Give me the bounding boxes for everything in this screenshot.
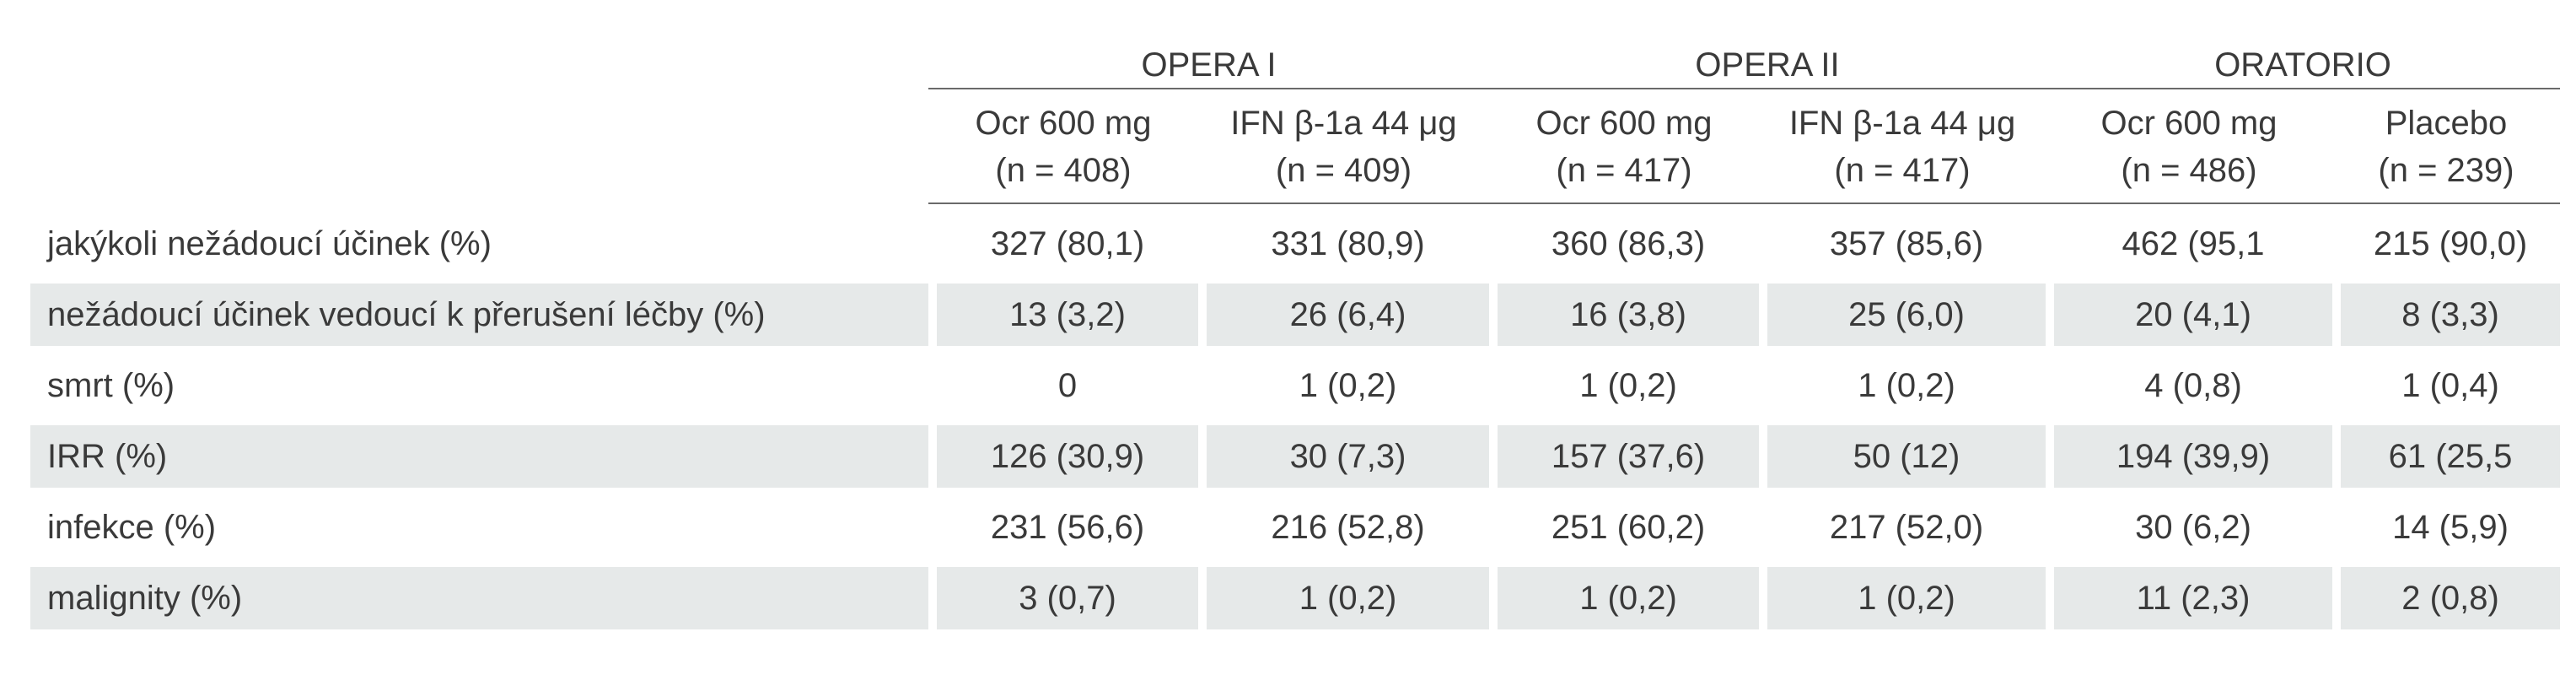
- column-header-name: Ocr 600 mg: [975, 105, 1152, 142]
- table-cell: 11 (2,3): [2046, 567, 2333, 629]
- table-cell: 251 (60,2): [1489, 496, 1759, 559]
- table-cell: 462 (95,1: [2046, 213, 2332, 275]
- table-cell: 1 (0,2): [1759, 567, 2046, 629]
- table-cell: 1 (0,2): [1759, 354, 2046, 417]
- table-cell: 1 (0,2): [1489, 567, 1759, 629]
- column-header-n: (n = 486): [2121, 152, 2257, 189]
- table-cell: 30 (6,2): [2046, 496, 2332, 559]
- table-cell: 30 (7,3): [1198, 425, 1489, 488]
- table-cell: 1 (0,4): [2332, 354, 2560, 417]
- column-header-n: (n = 239): [2378, 152, 2514, 189]
- table-cell: 1 (0,2): [1198, 567, 1489, 629]
- row-label: smrt (%): [47, 366, 175, 404]
- column-header: Placebo (n = 239): [2332, 98, 2561, 204]
- table-row: nežádoucí účinek vedoucí k přerušení léč…: [30, 284, 2561, 346]
- corner-cell: [30, 98, 928, 204]
- row-label: malignity (%): [30, 567, 928, 629]
- row-label: jakýkoli nežádoucí účinek (%): [47, 224, 492, 262]
- group-header-opera-2: OPERA II: [1489, 40, 2046, 89]
- table-cell: 216 (52,8): [1198, 496, 1489, 559]
- row-label: IRR (%): [30, 425, 928, 488]
- table-cell: 194 (39,9): [2046, 425, 2333, 488]
- table-cell: 1 (0,2): [1489, 354, 1759, 417]
- table-cell: 157 (37,6): [1489, 425, 1759, 488]
- table-cell: 327 (80,1): [928, 213, 1198, 275]
- table-cell: 217 (52,0): [1759, 496, 2046, 559]
- table-cell: 331 (80,9): [1198, 213, 1489, 275]
- table-cell: 360 (86,3): [1489, 213, 1759, 275]
- table-row: jakýkoli nežádoucí účinek (%) 327 (80,1)…: [30, 213, 2560, 275]
- table-cell: 215 (90,0): [2332, 213, 2560, 275]
- column-header-n: (n = 409): [1275, 152, 1412, 189]
- column-header: IFN β-1a 44 μg (n = 417): [1759, 98, 2046, 204]
- table-cell: 1 (0,2): [1198, 354, 1489, 417]
- adverse-events-table: OPERA I OPERA II ORATORIO Ocr 600 mg (n …: [30, 32, 2561, 638]
- column-header-name: Ocr 600 mg: [1535, 105, 1713, 142]
- table-row: malignity (%) 3 (0,7) 1 (0,2) 1 (0,2) 1 …: [30, 567, 2561, 629]
- table-cell: 231 (56,6): [928, 496, 1198, 559]
- table-cell: 357 (85,6): [1759, 213, 2046, 275]
- corner-cell: [30, 40, 928, 89]
- column-header-n: (n = 417): [1556, 152, 1692, 189]
- column-header: Ocr 600 mg (n = 417): [1489, 98, 1759, 204]
- column-header: Ocr 600 mg (n = 408): [928, 98, 1198, 204]
- column-header-n: (n = 408): [995, 152, 1132, 189]
- column-header-name: IFN β-1a 44 μg: [1230, 105, 1457, 142]
- group-header-oratorio: ORATORIO: [2046, 40, 2561, 89]
- column-header: IFN β-1a 44 μg (n = 409): [1198, 98, 1489, 204]
- row-label: nežádoucí účinek vedoucí k přerušení léč…: [30, 284, 928, 346]
- table-cell: 14 (5,9): [2332, 496, 2560, 559]
- column-header-name: IFN β-1a 44 μg: [1788, 105, 2016, 142]
- table-cell: 4 (0,8): [2046, 354, 2332, 417]
- table-cell: 13 (3,2): [928, 284, 1198, 346]
- table-cell: 126 (30,9): [928, 425, 1198, 488]
- table-cell: 0: [928, 354, 1198, 417]
- row-label: infekce (%): [47, 508, 217, 546]
- table-row: IRR (%) 126 (30,9) 30 (7,3) 157 (37,6) 5…: [30, 425, 2561, 488]
- table-cell: 8 (3,3): [2332, 284, 2561, 346]
- table-cell: 25 (6,0): [1759, 284, 2046, 346]
- column-header-name: Placebo: [2385, 105, 2508, 142]
- treatment-header-row: Ocr 600 mg (n = 408) IFN β-1a 44 μg (n =…: [30, 98, 2561, 204]
- study-group-header-row: OPERA I OPERA II ORATORIO: [30, 40, 2561, 89]
- table-cell: 20 (4,1): [2046, 284, 2333, 346]
- column-header-name: Ocr 600 mg: [2100, 105, 2278, 142]
- column-header: Ocr 600 mg (n = 486): [2046, 98, 2333, 204]
- table-cell: 61 (25,5: [2332, 425, 2561, 488]
- table-cell: 3 (0,7): [928, 567, 1198, 629]
- group-header-opera-1: OPERA I: [928, 40, 1489, 89]
- table-cell: 16 (3,8): [1489, 284, 1759, 346]
- table-cell: 50 (12): [1759, 425, 2046, 488]
- table-row: infekce (%) 231 (56,6) 216 (52,8) 251 (6…: [30, 496, 2560, 559]
- table-cell: 2 (0,8): [2332, 567, 2561, 629]
- table-row: smrt (%) 0 1 (0,2) 1 (0,2) 1 (0,2) 4 (0,…: [30, 354, 2560, 417]
- column-header-n: (n = 417): [1834, 152, 1971, 189]
- table-cell: 26 (6,4): [1198, 284, 1489, 346]
